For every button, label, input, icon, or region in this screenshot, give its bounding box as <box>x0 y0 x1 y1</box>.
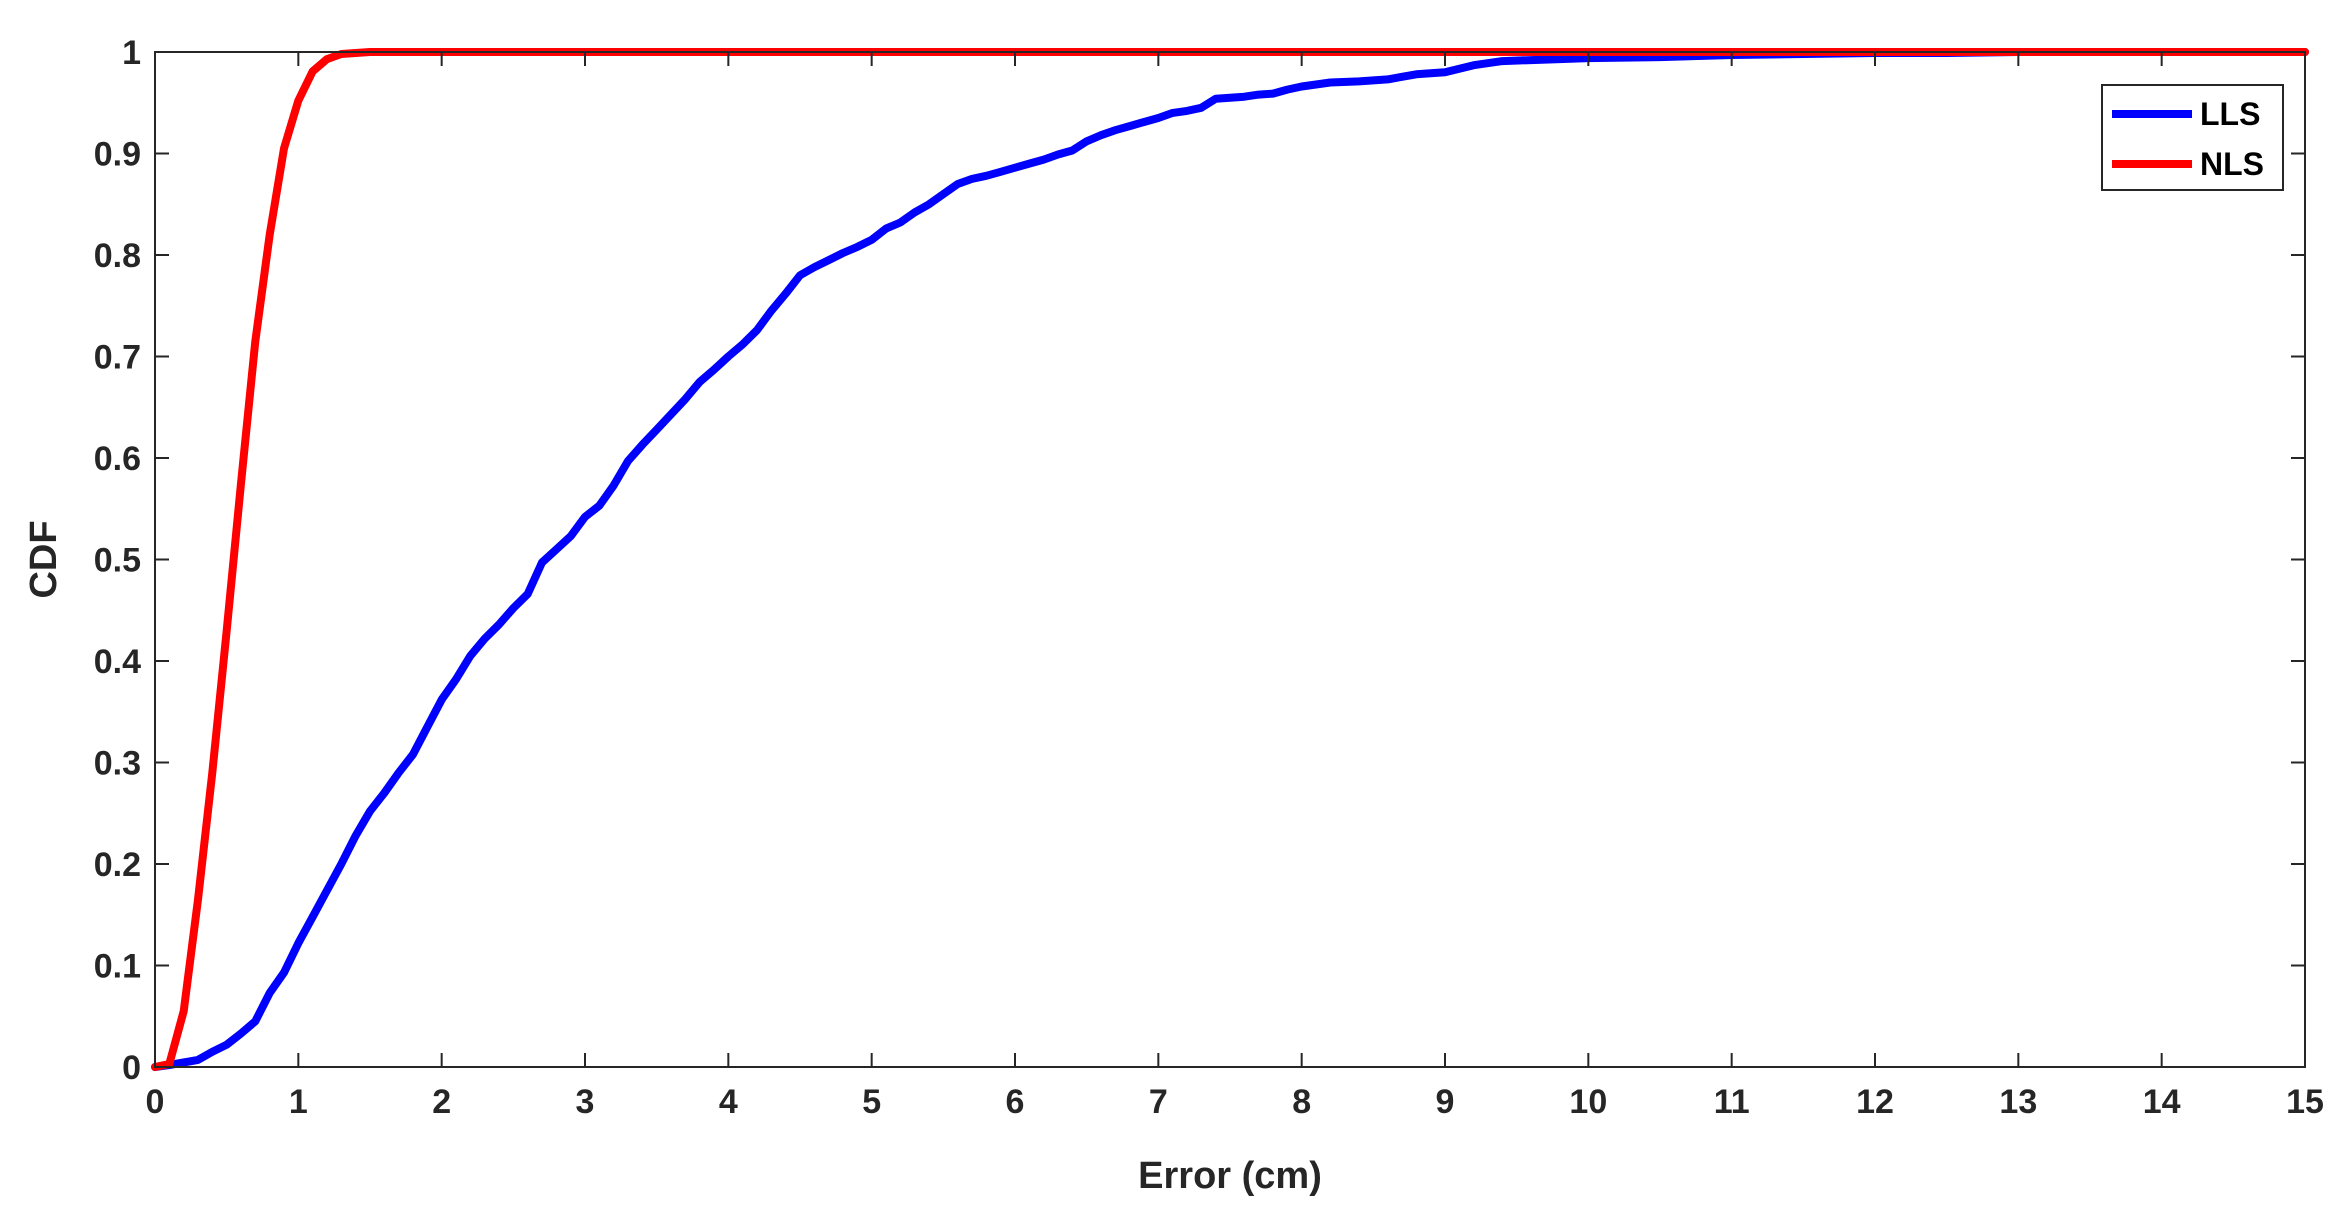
x-tick-label: 14 <box>2143 1083 2181 1121</box>
plot-area <box>155 52 2305 1067</box>
y-tick-label: 0.3 <box>94 745 141 783</box>
x-tick-label: 3 <box>576 1083 595 1121</box>
y-tick-label: 0.5 <box>94 542 141 580</box>
legend: LLS NLS <box>2101 84 2284 191</box>
ticks-layer <box>154 51 2306 1068</box>
y-tick-label: 0.1 <box>94 948 141 986</box>
y-tick-label: 1 <box>122 34 141 72</box>
x-tick-label: 8 <box>1292 1083 1311 1121</box>
x-tick-label: 1 <box>289 1083 308 1121</box>
y-tick-label: 0.4 <box>94 643 141 681</box>
x-axis-title: Error (cm) <box>1138 1155 1322 1197</box>
x-tick-label: 0 <box>146 1083 165 1121</box>
y-tick-label: 0.6 <box>94 440 141 478</box>
x-tick-label: 2 <box>432 1083 451 1121</box>
x-tick-label: 10 <box>1569 1083 1607 1121</box>
x-tick-label: 12 <box>1856 1083 1894 1121</box>
x-tick-label: 11 <box>1714 1083 1750 1121</box>
x-tick-label: 6 <box>1006 1083 1025 1121</box>
x-tick-label: 4 <box>719 1083 738 1121</box>
series-line-lls <box>151 48 2309 1071</box>
x-tick-label: 7 <box>1149 1083 1168 1121</box>
y-tick-label: 0.8 <box>94 237 141 275</box>
legend-label-lls: LLS <box>2200 96 2260 132</box>
y-tick-label: 0.2 <box>94 846 141 884</box>
legend-box <box>2101 84 2284 191</box>
legend-label-nls: NLS <box>2200 146 2264 182</box>
tick-labels-layer: 0 1 2 3 4 5 6 7 8 9 10 11 12 13 14 1500.10.20.30.40.50.… <box>94 34 2324 1121</box>
y-axis-title: CDF <box>23 520 65 598</box>
x-tick-label: 5 <box>862 1083 881 1121</box>
y-tick-label: 0 <box>122 1049 141 1087</box>
x-tick-label: 13 <box>1999 1083 2037 1121</box>
y-tick-label: 0.9 <box>94 136 141 174</box>
x-tick-label: 9 <box>1436 1083 1455 1121</box>
x-tick-label: 15 <box>2286 1083 2324 1121</box>
y-tick-label: 0.7 <box>94 339 141 377</box>
